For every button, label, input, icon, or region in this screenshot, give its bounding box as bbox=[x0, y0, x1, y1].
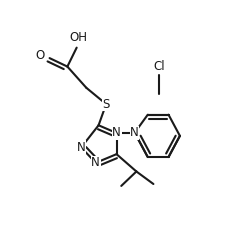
Text: N: N bbox=[91, 156, 100, 169]
Text: OH: OH bbox=[70, 31, 88, 44]
Text: N: N bbox=[112, 126, 121, 140]
Text: S: S bbox=[102, 98, 110, 110]
Text: Cl: Cl bbox=[153, 60, 165, 73]
Text: O: O bbox=[35, 48, 44, 62]
Text: N: N bbox=[130, 126, 139, 140]
Text: N: N bbox=[77, 141, 86, 154]
